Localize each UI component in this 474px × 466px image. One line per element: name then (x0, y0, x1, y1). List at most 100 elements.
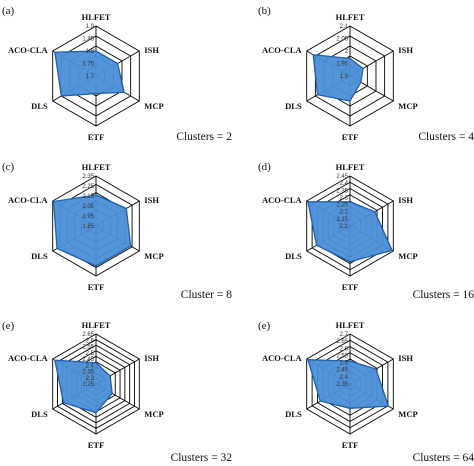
tick-label: 2.25 (336, 203, 348, 209)
tick-label: 1.85 (82, 224, 94, 230)
tick-label: 1.8 (86, 49, 95, 55)
tick-label: 2.55 (82, 345, 94, 351)
data-series-area (312, 54, 364, 102)
axis-label-mcp: MCP (398, 409, 417, 419)
axis-label-dls: DLS (285, 409, 302, 419)
axis-label-hlfet: HLFET (82, 12, 111, 22)
axis-label-dls: DLS (31, 101, 48, 111)
tick-label: 2.3 (340, 195, 349, 201)
axis-label-etf: ETF (88, 282, 105, 292)
axis-label-aco-cla: ACO-CLA (262, 353, 303, 363)
tick-label: 2.35 (82, 370, 94, 376)
data-series-area (307, 201, 393, 263)
axis-label-dls: DLS (285, 251, 302, 261)
panel-caption: Clusters = 64 (413, 452, 474, 464)
tick-label: 2.25 (82, 184, 94, 190)
axis-label-aco-cla: ACO-CLA (262, 45, 303, 55)
panel-letter: (e) (2, 320, 15, 332)
data-series-area (54, 359, 113, 414)
tick-label: 2.45 (82, 357, 94, 363)
radar-panel-2: 1.9 1.95 2 2.05 2.1 HLFET ISH MCP ETF DLS ACO-CLA (… (258, 5, 474, 143)
panel-caption: Clusters = 16 (413, 289, 474, 301)
axis-label-dls: DLS (31, 409, 48, 419)
axis-label-ish: ISH (144, 353, 159, 363)
tick-label: 2.5 (340, 361, 349, 367)
axis-label-etf: ETF (88, 132, 105, 142)
tick-label: 2.7 (340, 332, 349, 338)
tick-label: 2.5 (86, 351, 95, 357)
axis-label-aco-cla: ACO-CLA (262, 195, 303, 205)
tick-label: 2.65 (336, 339, 348, 345)
panel-letter: (d) (258, 161, 271, 173)
tick-label: 2.35 (336, 382, 348, 388)
panel-caption: Clusters = 2 (176, 131, 232, 143)
axis-label-hlfet: HLFET (336, 162, 365, 172)
radar-panel-1: 1.7 1.75 1.8 1.85 1.9 HLFET ISH MCP ETF DLS ACO-CL… (2, 5, 232, 143)
axis-label-mcp: MCP (144, 101, 163, 111)
data-series-area (307, 359, 390, 409)
tick-label: 2 (345, 49, 349, 55)
radar-panel-6: 2.352.42.452.5 2.552.62.652.7 HLFET ISH MCP E… (258, 320, 474, 464)
tick-label: 2.2 (340, 210, 349, 216)
axis-label-hlfet: HLFET (336, 320, 365, 330)
radar-panel-3: 1.85 1.95 2.05 2.15 2.25 2.35 HLFET ISH MCP ETF DL… (2, 161, 232, 301)
tick-label: 2.45 (336, 174, 348, 180)
axis-label-mcp: MCP (144, 251, 163, 261)
radar-panel-4: 2.12.152.22.25 2.32.352.42.45 HLFET ISH MCP E… (258, 161, 474, 301)
axis-label-mcp: MCP (144, 409, 163, 419)
tick-label: 2.1 (340, 224, 349, 230)
tick-label: 1.85 (82, 37, 94, 43)
tick-label: 1.9 (86, 24, 95, 30)
axis-label-etf: ETF (88, 440, 105, 450)
axis-label-etf: ETF (342, 132, 359, 142)
tick-label: 2.35 (82, 174, 94, 180)
axis-label-aco-cla: ACO-CLA (8, 353, 49, 363)
panel-letter: (e) (258, 320, 271, 332)
axis-label-ish: ISH (144, 195, 159, 205)
tick-label: 1.7 (86, 74, 95, 80)
tick-label: 1.9 (340, 74, 349, 80)
axis-label-etf: ETF (342, 440, 359, 450)
axis-label-aco-cla: ACO-CLA (8, 45, 49, 55)
axis-label-ish: ISH (398, 353, 413, 363)
panel-caption: Cluster = 8 (181, 289, 232, 301)
axis-label-hlfet: HLFET (336, 12, 365, 22)
panel-caption: Clusters = 4 (418, 131, 474, 143)
tick-label: 2.25 (82, 382, 94, 388)
tick-label: 2.65 (82, 332, 94, 338)
tick-label: 2.4 (340, 375, 349, 381)
axis-label-mcp: MCP (398, 251, 417, 261)
panel-caption: Clusters = 32 (171, 452, 233, 464)
axis-label-aco-cla: ACO-CLA (8, 195, 49, 205)
tick-label: 2.05 (82, 204, 94, 210)
data-series-area (52, 194, 132, 267)
tick-label: 2.55 (336, 353, 348, 359)
tick-label: 1.95 (82, 214, 94, 220)
radar-panel-5: 2.252.32.352.42.452.52.552.62.65 HLFET ISH… (2, 320, 232, 464)
axis-label-mcp: MCP (398, 101, 417, 111)
tick-label: 2.4 (340, 181, 349, 187)
tick-label: 2.15 (82, 194, 94, 200)
tick-label: 2.1 (340, 24, 349, 30)
tick-label: 2.6 (340, 346, 349, 352)
axis-label-ish: ISH (144, 45, 159, 55)
axis-label-ish: ISH (398, 45, 413, 55)
axis-label-dls: DLS (31, 251, 48, 261)
panel-letter: (a) (2, 5, 15, 17)
tick-label: 2.4 (86, 363, 95, 369)
data-series-area (54, 50, 125, 97)
panel-letter: (c) (2, 161, 15, 173)
tick-label: 2.3 (86, 376, 95, 382)
axis-label-etf: ETF (342, 282, 359, 292)
axis-label-hlfet: HLFET (82, 320, 111, 330)
tick-label: 1.75 (82, 62, 94, 68)
tick-label: 2.45 (336, 368, 348, 374)
axis-label-dls: DLS (285, 101, 302, 111)
axis-label-ish: ISH (398, 195, 413, 205)
tick-label: 1.95 (336, 62, 348, 68)
tick-label: 2.15 (336, 217, 348, 223)
panel-letter: (b) (258, 5, 271, 17)
axis-label-hlfet: HLFET (82, 162, 111, 172)
tick-label: 2.05 (336, 37, 348, 43)
